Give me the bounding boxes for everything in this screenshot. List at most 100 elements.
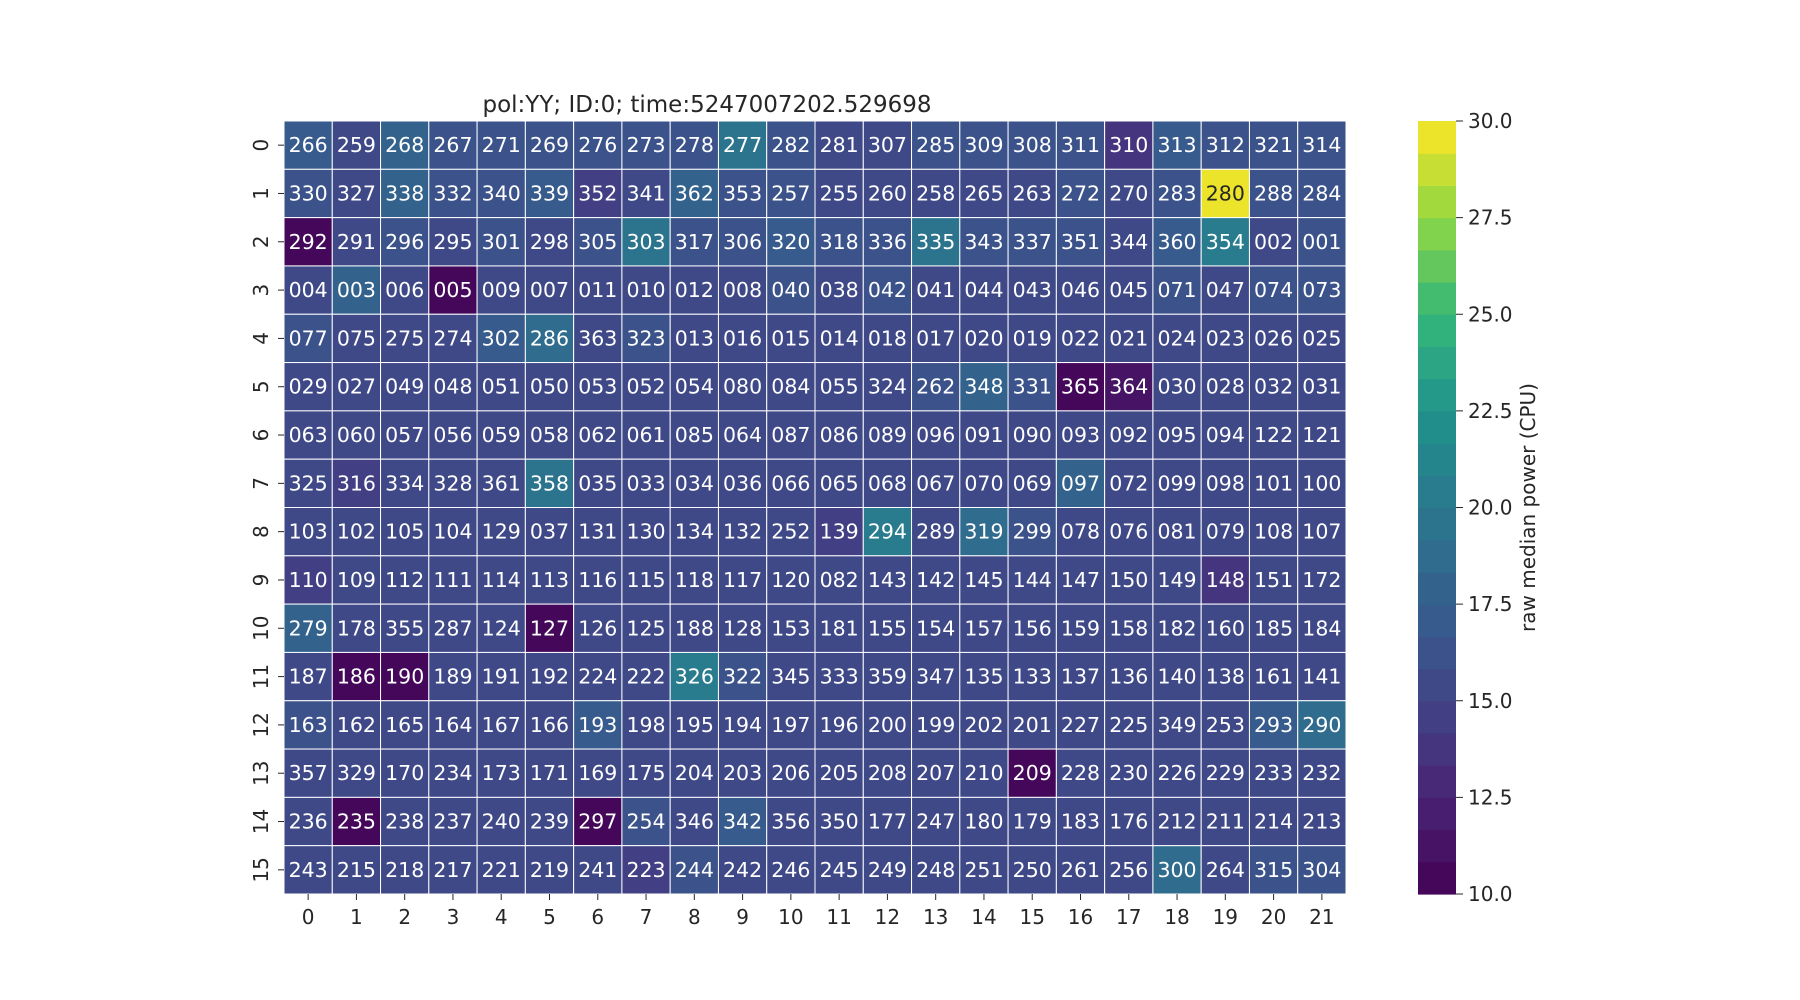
heatmap-cell xyxy=(331,796,382,847)
cell-label: 051 xyxy=(482,375,521,399)
heatmap-cell xyxy=(959,265,1009,315)
heatmap-cell xyxy=(1200,410,1250,460)
cell-label: 243 xyxy=(289,858,328,882)
cell-label: 334 xyxy=(385,471,424,495)
heatmap-cell xyxy=(1297,458,1347,508)
cell-label: 002 xyxy=(1254,230,1293,254)
colorbar-segment xyxy=(1418,539,1456,573)
heatmap-cell xyxy=(911,458,961,508)
heatmap-cell xyxy=(669,362,719,412)
cell-label: 294 xyxy=(868,520,907,544)
heatmap-cell xyxy=(959,603,1009,653)
cell-label: 027 xyxy=(337,375,376,399)
cell-label: 113 xyxy=(530,568,569,592)
cell-label: 190 xyxy=(385,665,424,689)
heatmap-cell xyxy=(476,217,526,267)
cell-label: 202 xyxy=(964,713,1003,737)
heatmap-cell xyxy=(428,796,478,847)
x-tick-label: 12 xyxy=(875,905,900,929)
heatmap-cell xyxy=(621,700,671,750)
heatmap-cell xyxy=(1200,796,1250,847)
cell-label: 241 xyxy=(578,858,617,882)
cell-label: 265 xyxy=(964,181,1003,205)
heatmap-cell xyxy=(1152,796,1202,847)
cell-label: 257 xyxy=(771,181,810,205)
cell-label: 003 xyxy=(337,278,376,302)
heatmap-cell xyxy=(1297,313,1347,364)
cell-label: 099 xyxy=(1157,471,1196,495)
heatmap-cell xyxy=(428,217,478,267)
cell-label: 317 xyxy=(675,230,714,254)
cell-label: 319 xyxy=(964,520,1003,544)
cell-label: 268 xyxy=(385,133,424,157)
cell-label: 084 xyxy=(771,375,810,399)
cell-label: 256 xyxy=(1109,858,1148,882)
colorbar-segment xyxy=(1418,410,1456,444)
cell-label: 306 xyxy=(723,230,762,254)
cell-label: 038 xyxy=(820,278,859,302)
heatmap-cell xyxy=(524,603,575,653)
heatmap-cell xyxy=(814,362,864,412)
x-tick-label: 10 xyxy=(778,905,803,929)
colorbar-label: raw median power (CPU) xyxy=(1516,383,1540,632)
heatmap-cell xyxy=(717,265,768,315)
cell-label: 312 xyxy=(1206,133,1245,157)
cell-label: 323 xyxy=(626,326,665,350)
cell-label: 159 xyxy=(1061,616,1100,640)
y-tick-label: 11 xyxy=(249,664,273,689)
cell-label: 070 xyxy=(964,471,1003,495)
cell-label: 322 xyxy=(723,665,762,689)
x-tick-label: 3 xyxy=(447,905,460,929)
heatmap-cell xyxy=(1200,168,1250,219)
cell-label: 352 xyxy=(578,181,617,205)
cell-label: 053 xyxy=(578,375,617,399)
cell-label: 048 xyxy=(433,375,472,399)
cell-label: 077 xyxy=(289,326,328,350)
heatmap-cell xyxy=(1297,651,1347,702)
cell-label: 183 xyxy=(1061,810,1100,834)
cell-label: 208 xyxy=(868,761,907,785)
heatmap-cell xyxy=(524,217,575,267)
cell-label: 034 xyxy=(675,471,714,495)
heatmap-cell xyxy=(476,603,526,653)
heatmap-cell xyxy=(1200,217,1250,267)
cell-label: 124 xyxy=(482,616,521,640)
cell-label: 210 xyxy=(964,761,1003,785)
heatmap-cell xyxy=(669,217,719,267)
cell-label: 061 xyxy=(626,423,665,447)
heatmap-cell xyxy=(669,313,719,364)
cell-label: 253 xyxy=(1206,713,1245,737)
cell-label: 293 xyxy=(1254,713,1293,737)
y-tick-label: 2 xyxy=(249,235,273,248)
cell-label: 001 xyxy=(1302,230,1341,254)
cell-label: 337 xyxy=(1013,230,1052,254)
cell-label: 238 xyxy=(385,810,424,834)
cell-label: 116 xyxy=(578,568,617,592)
cell-label: 218 xyxy=(385,858,424,882)
cell-label: 056 xyxy=(433,423,472,447)
heatmap-cell xyxy=(1248,120,1299,170)
cell-label: 134 xyxy=(675,520,714,544)
cell-label: 092 xyxy=(1109,423,1148,447)
cell-label: 301 xyxy=(482,230,521,254)
cell-label: 090 xyxy=(1013,423,1052,447)
cell-label: 125 xyxy=(626,616,665,640)
cell-label: 304 xyxy=(1302,858,1341,882)
heatmap-cell xyxy=(1007,748,1057,798)
cell-label: 329 xyxy=(337,761,376,785)
heatmap-cell xyxy=(1248,845,1299,895)
heatmap-cell xyxy=(428,265,478,315)
cell-label: 165 xyxy=(385,713,424,737)
cell-label: 201 xyxy=(1013,713,1052,737)
heatmap-cell xyxy=(1248,555,1299,605)
cell-label: 078 xyxy=(1061,520,1100,544)
heatmap-cell xyxy=(766,362,816,412)
colorbar-segment xyxy=(1418,829,1456,863)
heatmap-cell xyxy=(1248,168,1299,219)
cell-label: 110 xyxy=(289,568,328,592)
heatmap-cell xyxy=(766,313,816,364)
y-tick-label: 5 xyxy=(249,380,273,393)
heatmap-cell xyxy=(1055,217,1106,267)
cell-label: 229 xyxy=(1206,761,1245,785)
heatmap-cell xyxy=(1104,651,1154,702)
